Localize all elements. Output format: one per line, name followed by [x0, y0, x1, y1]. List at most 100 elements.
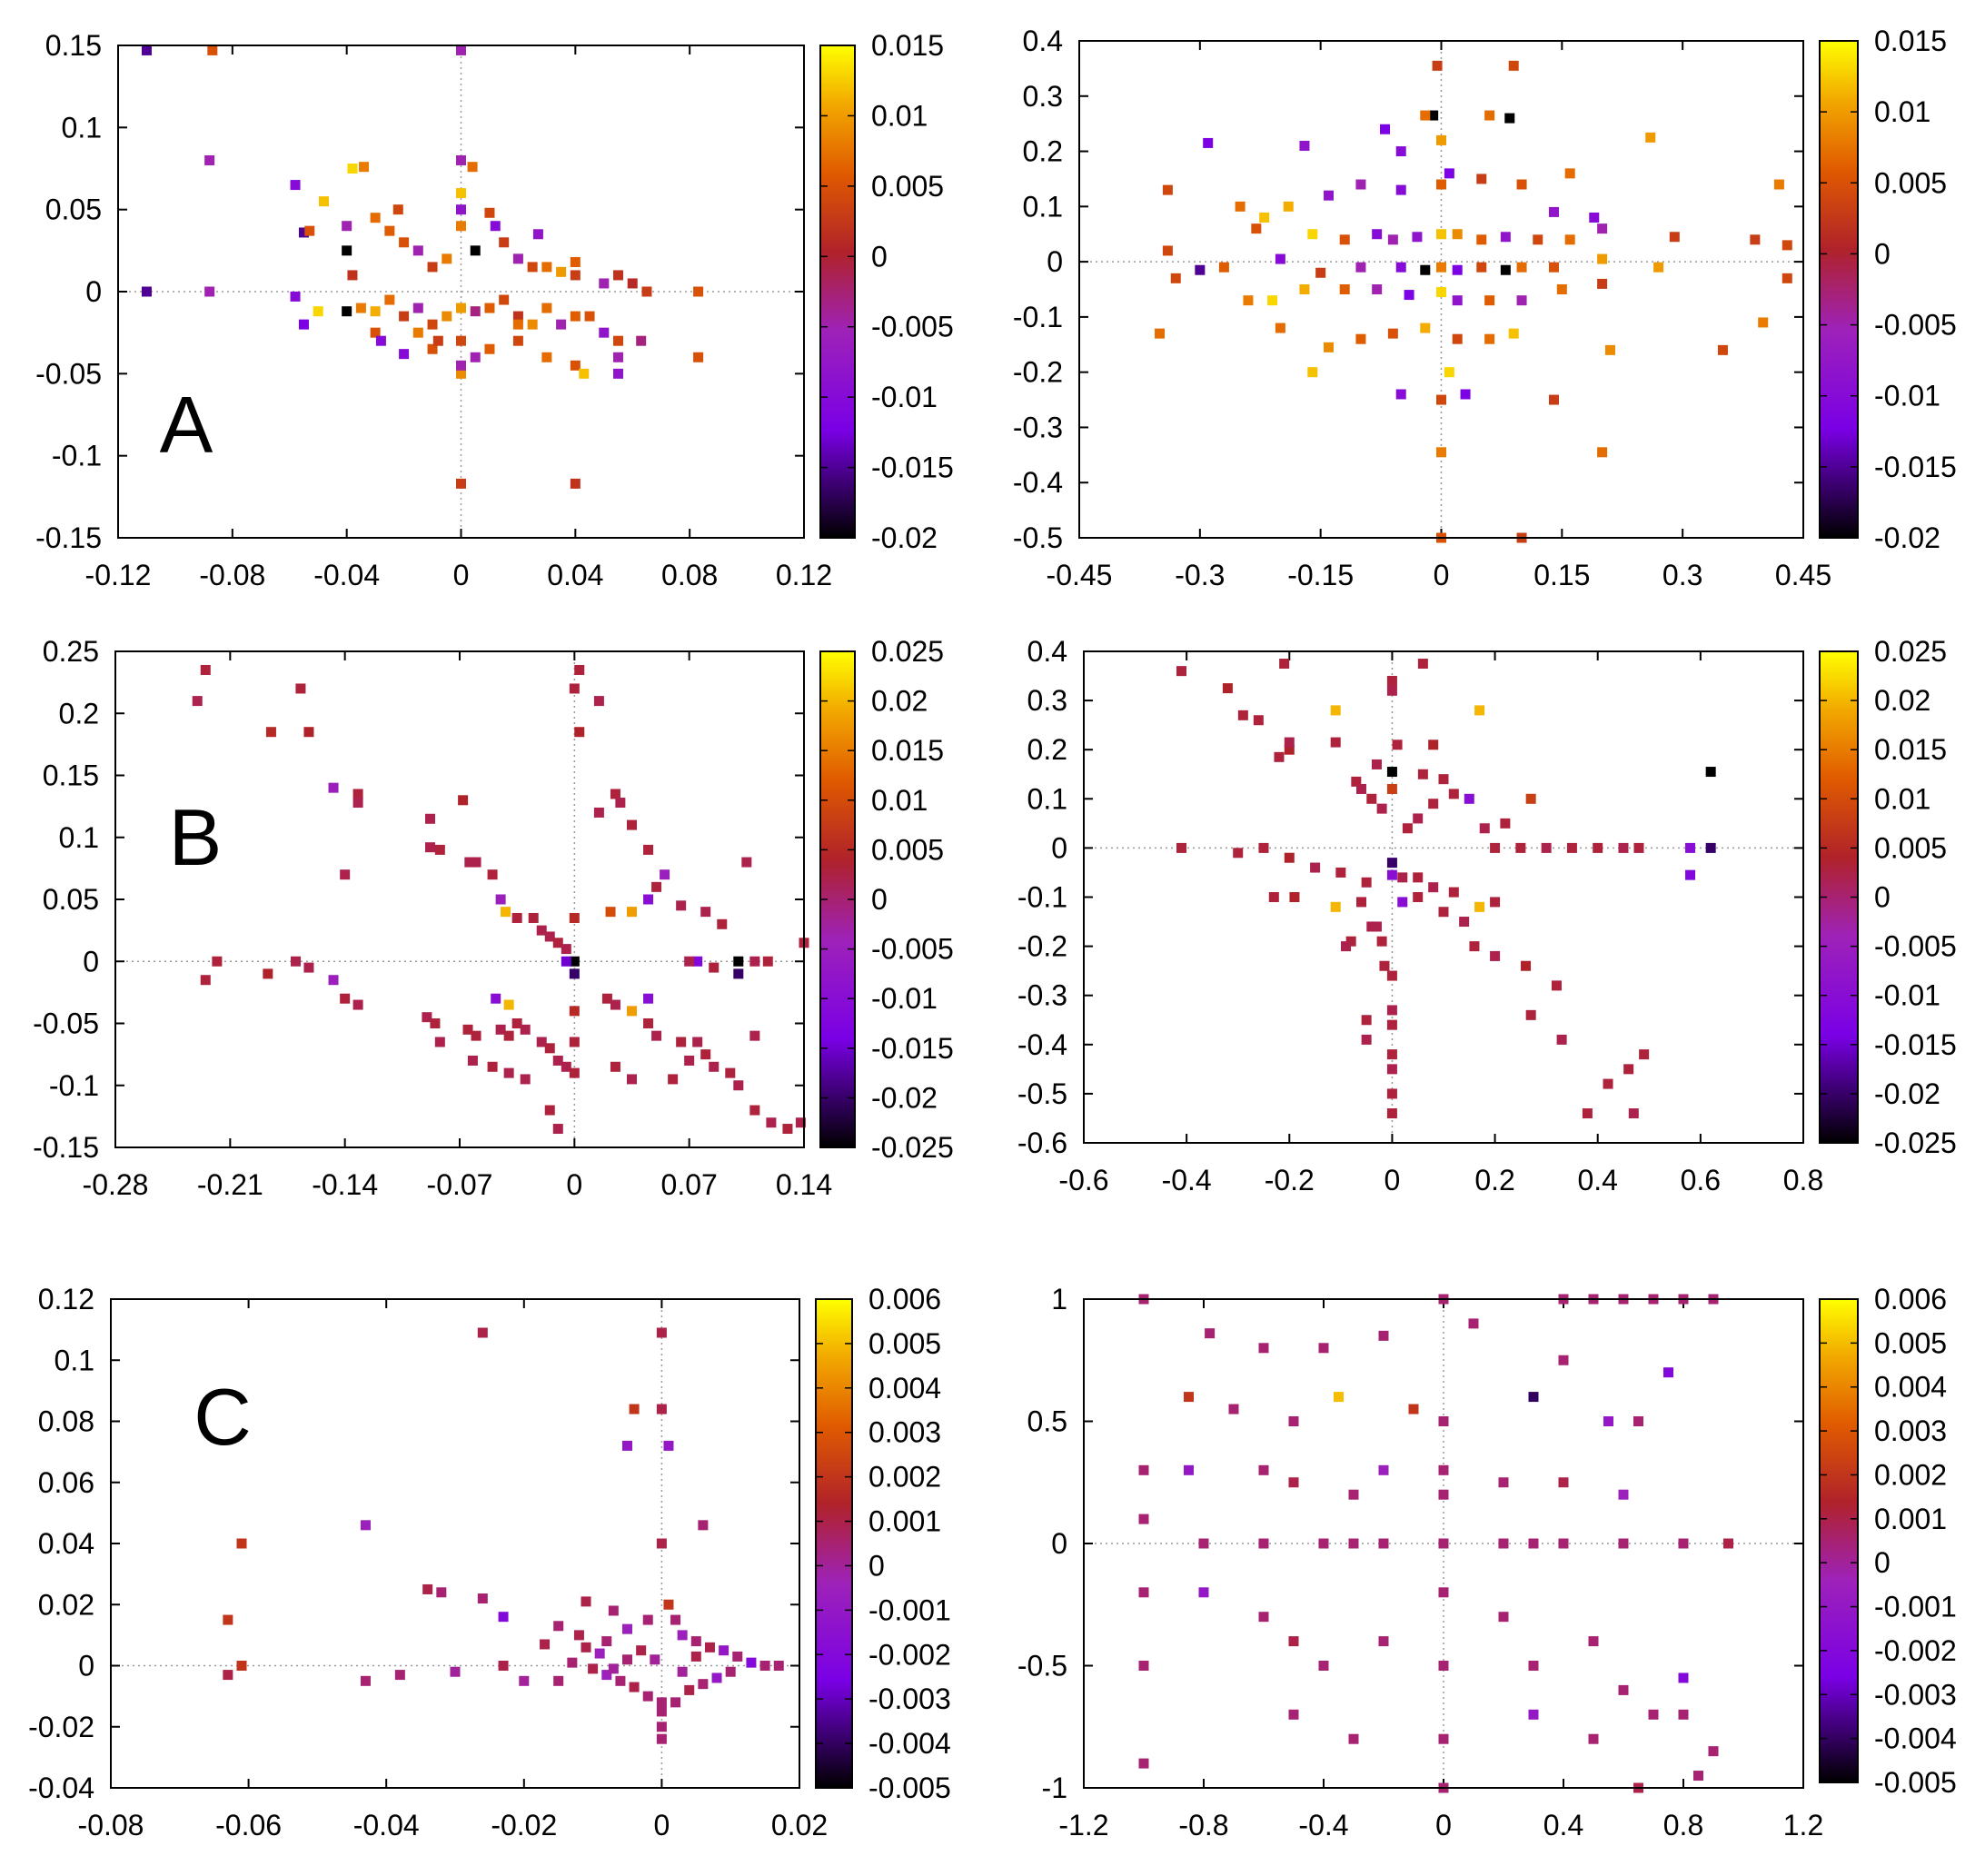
data-point: [1371, 921, 1382, 932]
data-point: [1508, 328, 1519, 339]
data-point: [1436, 229, 1446, 240]
data-point: [733, 968, 744, 979]
y-tick-label: 0.15: [43, 759, 99, 792]
data-point: [593, 807, 604, 818]
y-tick-label: 0.1: [59, 821, 99, 854]
data-point: [1417, 769, 1428, 779]
data-point: [394, 1670, 405, 1681]
data-point: [375, 335, 386, 346]
data-point: [1723, 1538, 1733, 1549]
data-point: [1176, 666, 1186, 677]
colorbar-tick-label: -0.025: [1874, 1127, 1957, 1159]
y-tick-label: -0.05: [35, 357, 102, 390]
plot-frame: [1083, 650, 1804, 1144]
data-point: [690, 1651, 701, 1662]
data-point: [552, 1124, 563, 1135]
data-point: [1195, 264, 1206, 275]
x-tick-label: 0.15: [1533, 559, 1590, 591]
x-tick-label: 0.07: [661, 1168, 718, 1201]
data-point: [1345, 936, 1356, 947]
data-point: [684, 956, 695, 967]
colorbar-tick-label: -0.02: [871, 521, 938, 554]
colorbar-tick-label: 0.015: [871, 29, 944, 62]
data-point: [615, 798, 626, 809]
data-point: [1386, 1019, 1397, 1030]
data-point: [627, 1006, 637, 1017]
y-tick-label: -0.1: [52, 440, 102, 472]
data-point: [1476, 174, 1487, 184]
data-point: [1397, 897, 1408, 908]
data-point: [1307, 367, 1318, 378]
data-point: [569, 956, 580, 967]
data-point: [484, 207, 495, 218]
data-point: [570, 311, 581, 322]
colorbar-tick-label: -0.015: [1874, 451, 1957, 483]
x-tick-label: 0.8: [1663, 1809, 1703, 1841]
y-tick-label: -1: [1042, 1772, 1067, 1804]
data-point: [1386, 1108, 1397, 1119]
data-point: [627, 278, 638, 289]
data-point: [759, 1661, 770, 1671]
data-point: [570, 360, 581, 371]
data-point: [1258, 842, 1269, 853]
colorbar: [1819, 40, 1859, 539]
colorbar-tick-label: 0.006: [868, 1283, 941, 1315]
y-tick-label: 0.3: [1027, 684, 1067, 717]
y-tick-label: -0.04: [28, 1772, 94, 1804]
data-point: [536, 1037, 547, 1047]
data-point: [1371, 759, 1382, 769]
x-tick-label: 0.14: [776, 1168, 832, 1201]
data-point: [1521, 960, 1532, 971]
colorbar-tick-label: 0.002: [1874, 1458, 1947, 1491]
data-point: [795, 1117, 806, 1128]
data-point: [1533, 234, 1543, 245]
data-point: [1299, 284, 1310, 294]
data-point: [487, 869, 498, 880]
data-point: [1508, 60, 1519, 71]
y-tick-label: 0: [85, 275, 102, 308]
x-tick-label: -0.6: [1058, 1164, 1108, 1196]
x-tick-label: 0: [566, 1168, 582, 1201]
data-point: [477, 1327, 488, 1338]
y-tick-label: -0.05: [33, 1007, 99, 1040]
data-point: [1386, 767, 1397, 778]
colorbar-tick-label: 0.02: [1874, 684, 1930, 717]
data-point: [1705, 842, 1716, 853]
data-point: [1386, 783, 1397, 794]
data-point: [567, 1657, 578, 1668]
x-tick-label: 1.2: [1783, 1809, 1823, 1841]
colorbar-tick-label: 0.002: [868, 1461, 941, 1494]
data-point: [1288, 1416, 1299, 1426]
data-point: [1307, 229, 1318, 240]
data-point: [1355, 333, 1366, 344]
data-point: [503, 1030, 514, 1041]
colorbar-tick-label: 0.004: [1874, 1371, 1947, 1404]
x-tick-label: 0: [1435, 1809, 1452, 1841]
panel-label: A: [160, 380, 213, 470]
data-point: [467, 1055, 478, 1066]
colorbar-tick-label: -0.005: [1874, 309, 1957, 342]
colorbar-tick-label: -0.02: [871, 1081, 938, 1114]
data-point: [1597, 253, 1608, 264]
data-point: [1155, 328, 1166, 339]
data-point: [569, 683, 580, 694]
data-point: [677, 1666, 688, 1677]
data-point: [561, 956, 571, 967]
data-point: [1218, 262, 1229, 273]
data-point: [1589, 212, 1600, 223]
data-point: [503, 1067, 514, 1078]
data-point: [553, 1621, 564, 1632]
data-point: [1274, 751, 1285, 762]
y-tick-label: -0.3: [1013, 411, 1063, 443]
data-point: [1500, 264, 1511, 275]
data-point: [1460, 389, 1471, 400]
data-point: [1386, 1049, 1397, 1060]
x-tick-label: -0.28: [83, 1168, 149, 1201]
x-tick-label: -0.08: [199, 559, 265, 591]
data-point: [422, 1012, 432, 1023]
data-point: [1361, 1015, 1372, 1026]
data-point: [610, 999, 620, 1010]
data-point: [430, 1018, 441, 1028]
data-point: [1541, 842, 1552, 853]
data-point: [642, 1691, 653, 1702]
